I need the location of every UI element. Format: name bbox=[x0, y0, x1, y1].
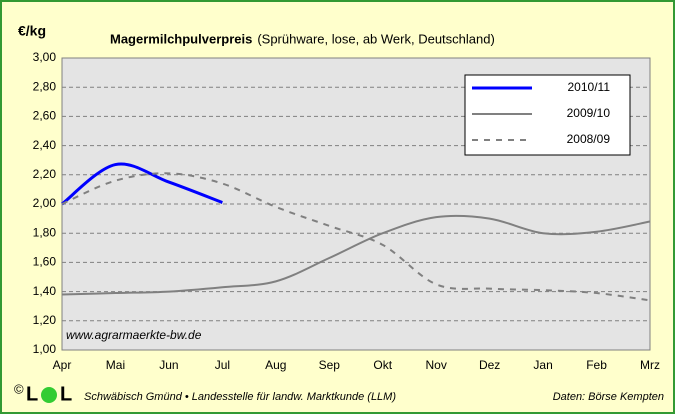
x-tick-label: Mai bbox=[106, 358, 125, 372]
y-tick-label: 1,00 bbox=[33, 342, 57, 356]
logo-dot bbox=[41, 387, 57, 403]
x-tick-label: Jun bbox=[159, 358, 178, 372]
y-tick-label: 3,00 bbox=[33, 50, 57, 64]
x-tick-label: Jan bbox=[533, 358, 552, 372]
series-line bbox=[61, 162, 223, 206]
footer-left: Schwäbisch Gmünd • Landesstelle für land… bbox=[84, 391, 396, 403]
x-tick-label: Jul bbox=[215, 358, 230, 372]
x-tick-label: Mrz bbox=[640, 358, 660, 372]
legend-label: 2009/10 bbox=[567, 106, 611, 120]
chart-subtitle: (Sprühware, lose, ab Werk, Deutschland) bbox=[257, 31, 494, 46]
x-tick-label: Okt bbox=[373, 358, 392, 372]
legend-label: 2008/09 bbox=[567, 132, 611, 146]
copyright: © bbox=[14, 381, 24, 396]
x-tick-label: Dez bbox=[479, 358, 500, 372]
x-tick-label: Nov bbox=[426, 358, 447, 372]
x-tick-label: Sep bbox=[319, 358, 341, 372]
y-tick-label: 1,40 bbox=[33, 284, 57, 298]
x-tick-label: Aug bbox=[265, 358, 286, 372]
y-tick-label: 2,00 bbox=[33, 196, 57, 210]
watermark: www.agrarmaerkte-bw.de bbox=[66, 328, 202, 342]
logo-letter: L bbox=[26, 383, 38, 405]
chart-title: Magermilchpulverpreis bbox=[110, 31, 252, 46]
series-line bbox=[61, 214, 651, 296]
legend-label: 2010/11 bbox=[568, 80, 611, 94]
y-tick-label: 2,60 bbox=[33, 109, 57, 123]
y-tick-label: 1,80 bbox=[33, 225, 57, 239]
y-tick-label: 2,40 bbox=[33, 138, 57, 152]
y-tick-label: 1,20 bbox=[33, 313, 57, 327]
y-tick-label: 2,20 bbox=[33, 167, 57, 181]
series-line bbox=[61, 172, 651, 302]
y-axis-label: €/kg bbox=[18, 23, 46, 39]
footer-right: Daten: Börse Kempten bbox=[553, 391, 664, 403]
y-tick-label: 2,80 bbox=[33, 79, 57, 93]
logo-letter: L bbox=[60, 383, 72, 405]
y-tick-label: 1,60 bbox=[33, 255, 57, 269]
x-tick-label: Apr bbox=[53, 358, 72, 372]
x-tick-label: Feb bbox=[586, 358, 607, 372]
